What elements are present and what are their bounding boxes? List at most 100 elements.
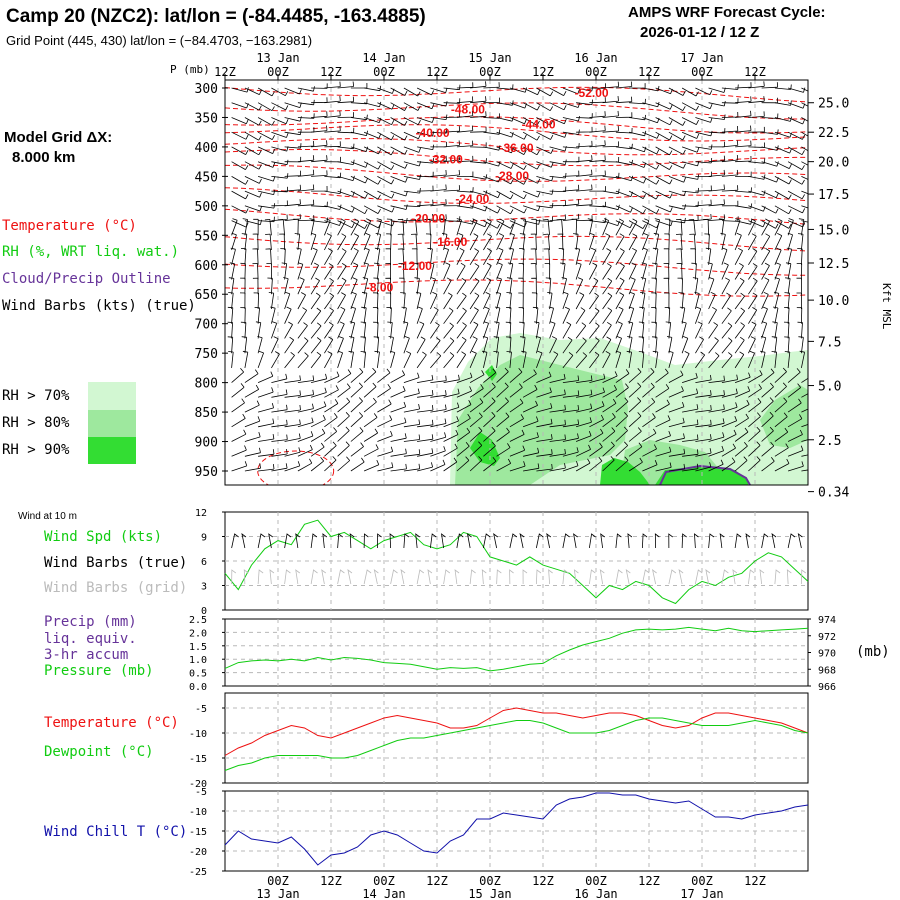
wind-barb (324, 321, 334, 339)
wind-barb (774, 190, 792, 200)
wind-barb (244, 416, 261, 428)
wind-barb (748, 142, 765, 148)
wind-barb (469, 263, 480, 280)
wind-barb (519, 248, 525, 265)
wind-barb (536, 87, 554, 97)
wind-barb (311, 125, 328, 133)
wind-barb (589, 442, 603, 457)
pressure-tick-label: 450 (195, 170, 218, 185)
bottom-time-tick-label: 00Z (585, 874, 607, 888)
wind-barb (297, 155, 315, 163)
wind-barb (695, 306, 702, 324)
wind-barb (469, 307, 479, 324)
wind-barb (310, 247, 318, 265)
wind-barb (695, 434, 712, 442)
wind-barb (628, 412, 642, 428)
wind-barb (257, 117, 275, 126)
wind-barb (535, 336, 541, 354)
wind-barb (522, 416, 539, 428)
wind-barb (271, 419, 288, 428)
wind-barb (227, 336, 234, 354)
wind-barb (507, 262, 514, 280)
temperature-contours (225, 86, 808, 485)
wind-barb (748, 248, 758, 266)
wind-barb (265, 248, 272, 265)
wind-barb (495, 291, 502, 310)
wind-barb (324, 371, 340, 383)
rh-legend-swatch-90 (88, 437, 136, 464)
wind-barb (708, 155, 725, 163)
wind-barb (589, 387, 605, 398)
wind-barb (640, 292, 646, 310)
precip-liq-label: liq. equiv. (44, 631, 137, 647)
pressure-label: Pressure (mb) (44, 663, 154, 679)
surface-wind-barb-true (627, 533, 633, 549)
wind-barb (297, 307, 308, 324)
wind-barb (390, 417, 407, 428)
wind-barb (403, 372, 420, 383)
wind-barb (761, 321, 768, 339)
wind-barb (651, 307, 657, 324)
wind-barb (574, 247, 581, 265)
wind-barb (390, 117, 408, 126)
wind-barb (377, 415, 393, 428)
wind-barb (265, 233, 272, 251)
wind-barb (424, 218, 431, 236)
wind-barb (589, 428, 604, 442)
wind-barb (796, 307, 803, 324)
wind-barb (641, 262, 647, 280)
wind-barb (377, 446, 394, 457)
wind-barb (575, 337, 587, 354)
wind-barb (271, 173, 289, 179)
wind-barb (652, 247, 659, 265)
wind-barb (676, 263, 683, 280)
wind-barb (244, 102, 262, 111)
wind-barb (284, 306, 292, 324)
wind-barb (385, 292, 392, 310)
wind-barb (337, 412, 350, 428)
wind-barb (257, 387, 274, 398)
wind-barb (748, 220, 766, 228)
wind-barb (403, 419, 421, 428)
wind-barb (695, 374, 712, 383)
wind-barb (531, 292, 538, 310)
wind-barb (602, 371, 618, 383)
wind-barb (721, 402, 738, 413)
precip-pressure-chart-right-tick-label: 974 (818, 615, 836, 626)
surface-wind-barb-true (257, 533, 266, 549)
wind-barb (628, 218, 638, 236)
surface-wind-barb-true (761, 533, 769, 549)
wind-barb (483, 306, 490, 324)
wind-barb (310, 415, 326, 428)
surface-wind-barb-true (403, 533, 410, 549)
wind-barb (549, 87, 567, 96)
wind-barb (271, 434, 288, 442)
wind-barb (388, 336, 394, 354)
wind-barb (655, 146, 673, 156)
wind-barb (324, 125, 341, 133)
wind-barb (337, 81, 354, 89)
precip-pressure-chart-right-tick-label: 968 (818, 665, 836, 676)
surface-wind-barb-true (546, 533, 552, 549)
wind-barb (430, 277, 436, 295)
wind-barb (324, 307, 334, 324)
wind-barb (576, 155, 593, 163)
wind-barb (416, 336, 426, 354)
wind-barb (297, 352, 309, 369)
wind-barb (562, 306, 570, 324)
wind-barb (264, 219, 272, 236)
surface-wind-barb-true (797, 533, 803, 549)
wind-barb (496, 367, 509, 383)
wind-barb (536, 371, 552, 383)
surface-wind-barb-true (337, 533, 343, 549)
wind-barb (532, 306, 539, 324)
wind-barb (734, 399, 750, 413)
wind-barb (374, 350, 380, 368)
wind-barb (708, 184, 725, 192)
wind-barb (774, 412, 788, 428)
wind-barb (311, 170, 328, 177)
wind-barb (774, 176, 792, 185)
wind-barb (456, 203, 474, 209)
wind-barb (324, 220, 342, 226)
wind-barb (363, 176, 381, 185)
